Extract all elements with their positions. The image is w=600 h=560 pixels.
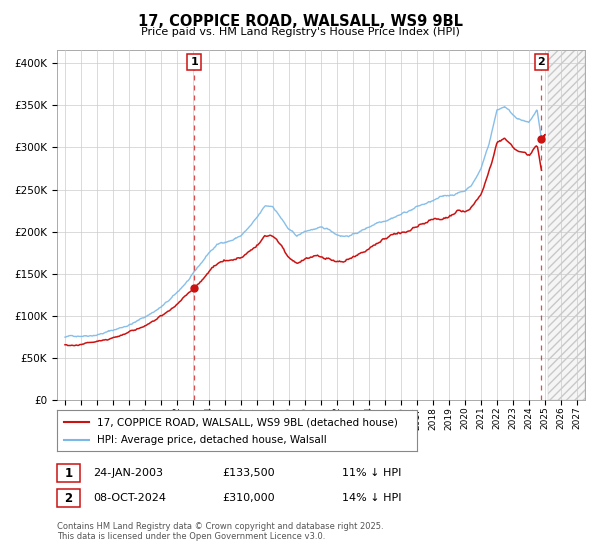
Text: 24-JAN-2003: 24-JAN-2003: [93, 468, 163, 478]
Text: 1: 1: [64, 466, 73, 480]
Text: HPI: Average price, detached house, Walsall: HPI: Average price, detached house, Wals…: [97, 435, 326, 445]
Text: 17, COPPICE ROAD, WALSALL, WS9 9BL: 17, COPPICE ROAD, WALSALL, WS9 9BL: [137, 14, 463, 29]
Text: 14% ↓ HPI: 14% ↓ HPI: [342, 493, 401, 503]
Text: Price paid vs. HM Land Registry's House Price Index (HPI): Price paid vs. HM Land Registry's House …: [140, 27, 460, 37]
Text: Contains HM Land Registry data © Crown copyright and database right 2025.
This d: Contains HM Land Registry data © Crown c…: [57, 522, 383, 542]
Text: 08-OCT-2024: 08-OCT-2024: [93, 493, 166, 503]
Text: 11% ↓ HPI: 11% ↓ HPI: [342, 468, 401, 478]
Text: 17, COPPICE ROAD, WALSALL, WS9 9BL (detached house): 17, COPPICE ROAD, WALSALL, WS9 9BL (deta…: [97, 418, 397, 428]
Text: £310,000: £310,000: [222, 493, 275, 503]
Text: £133,500: £133,500: [222, 468, 275, 478]
Bar: [548, 50, 585, 400]
Text: 2: 2: [538, 57, 545, 67]
Text: 1: 1: [190, 57, 198, 67]
Text: 2: 2: [64, 492, 73, 505]
Bar: [548, 50, 585, 400]
